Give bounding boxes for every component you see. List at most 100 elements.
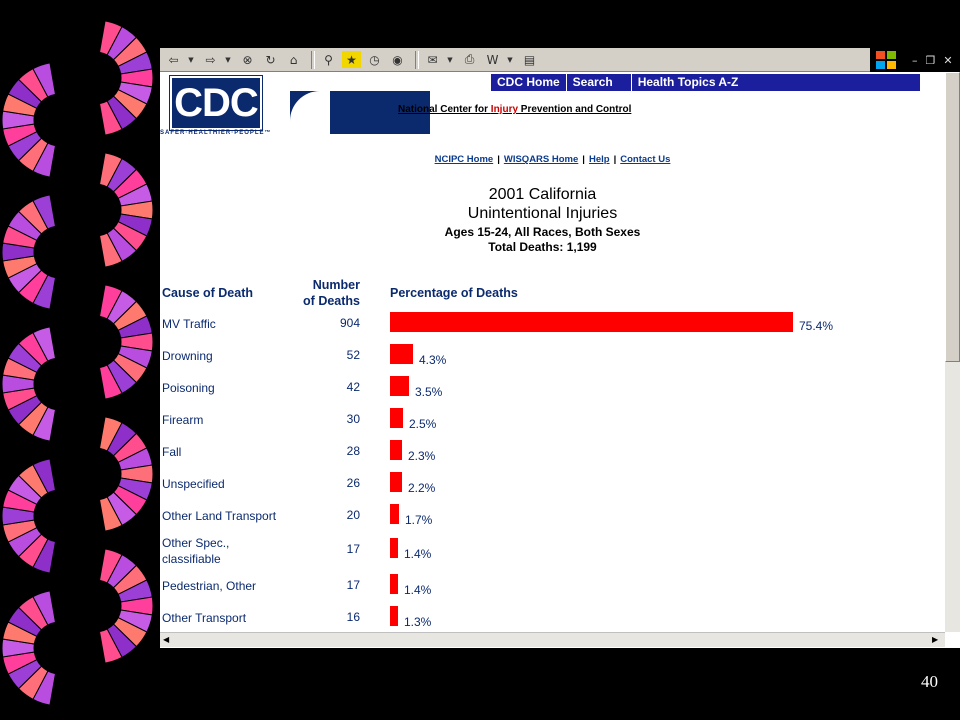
print-icon[interactable]: ⎙: [464, 52, 475, 66]
search-icon[interactable]: ⚲: [324, 52, 333, 67]
link-ncipc-home[interactable]: NCIPC Home: [434, 154, 494, 165]
header-number-line1: Number: [312, 278, 360, 292]
cdc-tagline: SAFER·HEALTHIER·PEOPLE™: [160, 130, 272, 136]
chart-bar: [390, 504, 399, 524]
chart-bar: [390, 344, 413, 364]
restore-button[interactable]: ❐: [925, 53, 936, 67]
top-nav: CDC Home Search Health Topics A-Z: [490, 74, 920, 91]
browser-toolbar: ⇦ ▼ ⇨ ▼ ⊗ ↻ ⌂ ⚲ ★ ◷ ◉ ✉ ▼ ⎙ W ▼ ▤: [160, 48, 870, 72]
slide-number: 40: [921, 672, 938, 691]
close-button[interactable]: ✕: [943, 53, 953, 67]
report-total: Total Deaths: 1,199: [488, 240, 597, 254]
percentage-label: 4.3%: [419, 353, 447, 367]
scroll-right-icon[interactable]: ▶: [932, 635, 939, 644]
link-contact-us[interactable]: Contact Us: [620, 154, 671, 165]
cdc-logo[interactable]: CDC: [169, 75, 263, 131]
cause-label: Pedestrian, Other: [162, 579, 257, 593]
forward-icon[interactable]: ⇨: [205, 52, 216, 67]
center-title-injury: Injury: [490, 104, 519, 115]
percentage-label: 2.5%: [409, 417, 437, 431]
cause-label: MV Traffic: [162, 317, 216, 331]
mail-icon[interactable]: ✉: [427, 52, 438, 67]
ribbon-segment: [32, 590, 57, 626]
chart-bar: [390, 538, 398, 558]
death-count: 17: [346, 578, 360, 592]
ribbon-segment: [32, 326, 57, 362]
death-count: 904: [339, 316, 360, 330]
chart-bar: [390, 472, 402, 492]
mail-dropdown-icon[interactable]: ▼: [447, 55, 453, 64]
cause-label: Drowning: [162, 349, 213, 363]
ribbon-segment: [32, 458, 57, 494]
report-subtitle: Ages 15-24, All Races, Both Sexes: [444, 225, 641, 239]
percentage-label: 75.4%: [799, 319, 834, 333]
percentage-label: 1.7%: [405, 513, 433, 527]
vertical-scroll-thumb[interactable]: [945, 72, 960, 362]
death-count: 20: [346, 508, 360, 522]
minimize-button[interactable]: –: [912, 53, 918, 67]
nav-health-topics[interactable]: Health Topics A-Z: [630, 74, 745, 91]
header-number-line2: of Deaths: [303, 294, 360, 308]
back-icon[interactable]: ⇦: [168, 52, 179, 67]
center-title-link[interactable]: National Center for Injury Prevention an…: [398, 104, 631, 115]
ribbon-segment: [98, 496, 123, 532]
forward-dropdown-icon[interactable]: ▼: [225, 55, 231, 64]
media-icon[interactable]: ◉: [392, 52, 403, 67]
death-count: 16: [346, 610, 360, 624]
center-title-post: Prevention and Control: [518, 104, 632, 115]
nav-cdc-home[interactable]: CDC Home: [490, 74, 566, 91]
cause-label: Other Land Transport: [162, 509, 277, 523]
cause-label: Firearm: [162, 413, 204, 427]
link-help[interactable]: Help: [588, 154, 610, 165]
back-dropdown-icon[interactable]: ▼: [188, 55, 194, 64]
percentage-label: 3.5%: [415, 385, 443, 399]
ribbon-segment: [98, 100, 123, 136]
toolbar-separator: [311, 50, 315, 69]
nav-search[interactable]: Search: [565, 74, 631, 91]
link-wisqars-home[interactable]: WISQARS Home: [503, 154, 579, 165]
sub-navigation: NCIPC Home | WISQARS Home | Help | Contact Us: [160, 154, 945, 165]
stop-icon[interactable]: ⊗: [242, 52, 253, 67]
page-content: CDC SAFER·HEALTHIER·PEOPLE™ CDC Home Sea…: [160, 72, 945, 632]
favorites-icon[interactable]: ★: [342, 51, 361, 68]
cause-label: Other Spec., classifiable: [162, 536, 230, 566]
cause-label: Poisoning: [162, 381, 215, 395]
ribbon-segment: [32, 62, 57, 98]
edit-icon[interactable]: W: [486, 52, 499, 67]
ribbon-segment: [98, 364, 123, 400]
browser-window: ⇦ ▼ ⇨ ▼ ⊗ ↻ ⌂ ⚲ ★ ◷ ◉ ✉ ▼ ⎙ W ▼ ▤ – ❐ ✕ CDC …: [160, 48, 960, 648]
chart-bar: [390, 408, 403, 428]
horizontal-scrollbar[interactable]: ◀ ▶: [160, 632, 945, 647]
scroll-left-icon[interactable]: ◀: [163, 635, 170, 644]
ribbon-segment: [98, 232, 123, 268]
percentage-label: 2.3%: [408, 449, 436, 463]
header-percentage: Percentage of Deaths: [390, 286, 518, 300]
percentage-label: 1.3%: [404, 615, 432, 629]
chart-bar: [390, 376, 409, 396]
history-icon[interactable]: ◷: [369, 52, 380, 67]
edit-dropdown-icon[interactable]: ▼: [507, 55, 513, 64]
chart-bar: [390, 312, 793, 332]
center-title-pre: National Center for: [398, 104, 491, 115]
header-cause: Cause of Death: [162, 286, 253, 300]
link-separator: |: [582, 154, 585, 165]
percentage-label: 1.4%: [404, 547, 432, 561]
discuss-icon[interactable]: ▤: [523, 52, 536, 67]
ribbon-segment: [98, 628, 123, 664]
window-controls: – ❐ ✕: [870, 48, 960, 72]
chart-bar: [390, 606, 398, 626]
cause-label: Fall: [162, 445, 182, 459]
ribbon-segment: [32, 194, 57, 230]
link-separator: |: [497, 154, 500, 165]
report-title-line1: 2001 California: [488, 186, 597, 203]
chart-bar: [390, 440, 402, 460]
cause-label: Unspecified: [162, 477, 225, 491]
death-count: 42: [346, 380, 360, 394]
chart-bar: [390, 574, 398, 594]
death-count: 26: [346, 476, 360, 490]
cause-label: Other Transport: [162, 611, 247, 625]
death-count: 28: [346, 444, 360, 458]
decorative-ribbon: [1, 20, 154, 706]
home-icon[interactable]: ⌂: [289, 52, 298, 67]
refresh-icon[interactable]: ↻: [265, 52, 276, 67]
